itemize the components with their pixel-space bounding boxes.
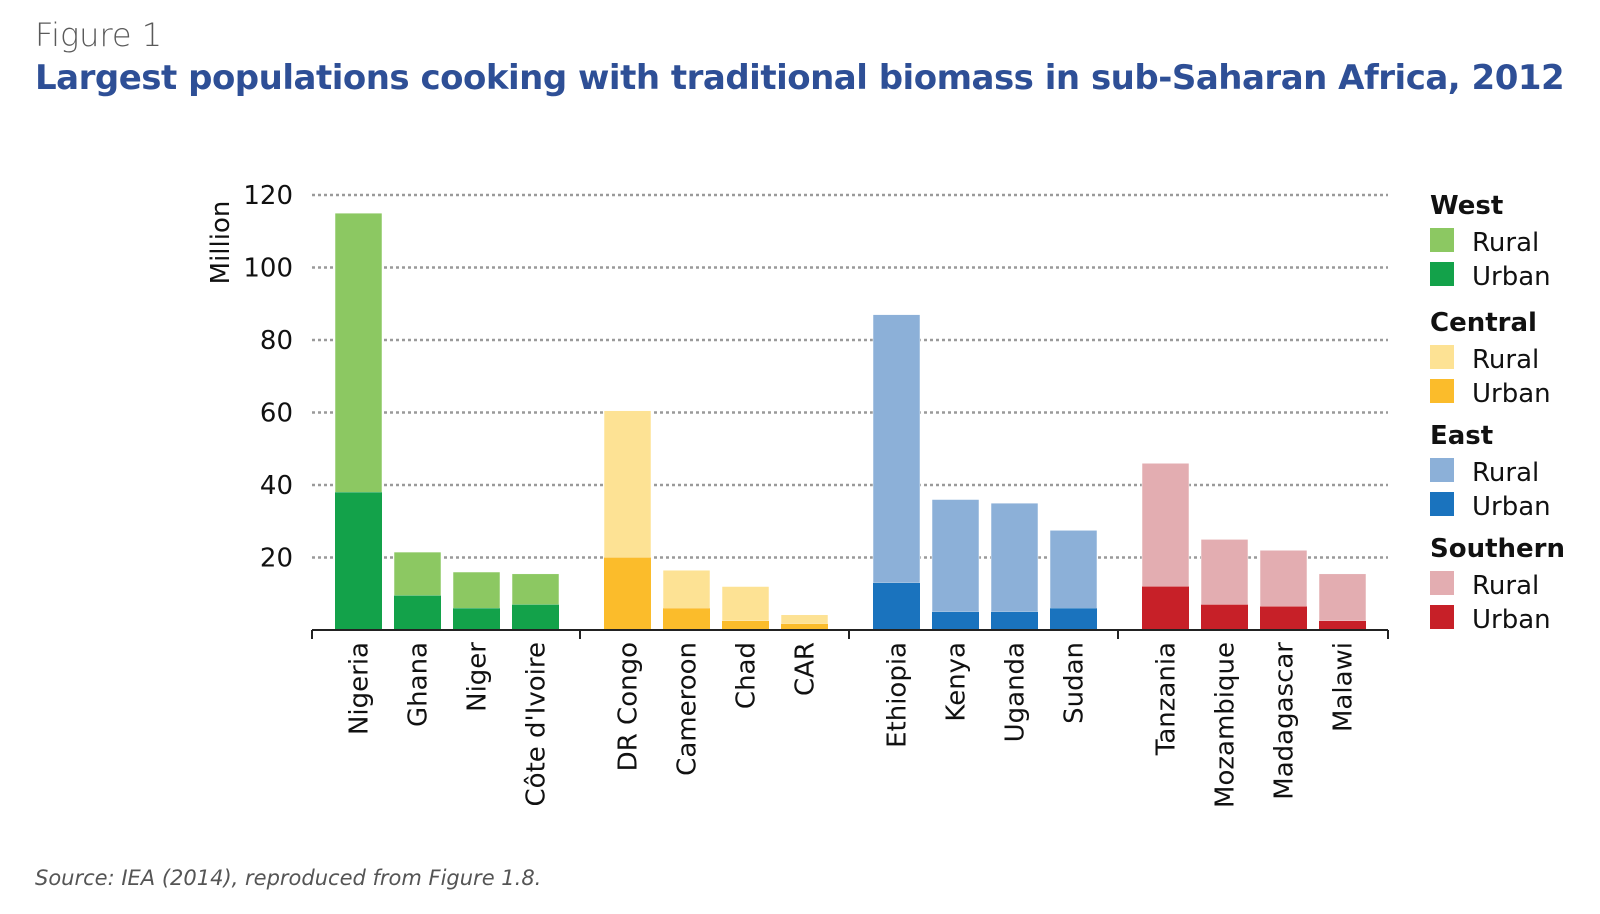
legend-group-title: Southern	[1430, 534, 1565, 564]
bar-rural	[1141, 463, 1190, 587]
y-tick-label: 20	[260, 544, 293, 574]
bar-urban	[932, 611, 979, 630]
bar-urban	[1050, 608, 1097, 630]
bar-rural	[393, 551, 442, 596]
legend-group-title: Central	[1430, 308, 1537, 338]
category-label: Kenya	[942, 642, 972, 722]
bar-urban	[1201, 604, 1248, 630]
category-label: Tanzania	[1152, 642, 1182, 756]
category-label: Nigeria	[345, 642, 375, 735]
bar-urban	[991, 611, 1038, 630]
legend-label-rural: Rural	[1472, 228, 1539, 258]
bar-urban	[1142, 586, 1189, 630]
legend-label-urban: Urban	[1472, 492, 1551, 522]
bar-rural	[334, 212, 383, 493]
bar-rural	[511, 573, 560, 605]
category-label: Ghana	[404, 642, 434, 727]
legend-label-rural: Rural	[1472, 571, 1539, 601]
bar-rural	[990, 502, 1039, 613]
legend-label-urban: Urban	[1472, 605, 1551, 635]
bar-urban	[512, 604, 559, 630]
legend-swatch-urban	[1430, 605, 1454, 629]
category-label: Côte d'Ivoire	[522, 642, 552, 806]
category-label: Niger	[463, 642, 493, 712]
bar-rural	[1049, 530, 1098, 609]
bar-urban	[873, 582, 920, 630]
y-tick-label: 100	[243, 254, 293, 284]
bar-urban	[1319, 620, 1366, 630]
category-label: DR Congo	[614, 642, 644, 771]
chart-title: Largest populations cooking with traditi…	[35, 58, 1565, 98]
bar-urban	[722, 620, 769, 630]
legend-swatch-rural	[1430, 345, 1454, 369]
bar-rural	[603, 410, 652, 558]
bar-rural	[931, 499, 980, 613]
legend-swatch-rural	[1430, 458, 1454, 482]
y-axis-label: Million	[206, 201, 236, 285]
category-label: Chad	[732, 642, 762, 709]
bar-rural	[1318, 573, 1367, 622]
bar-urban	[453, 608, 500, 630]
category-label: Madagascar	[1270, 642, 1300, 800]
bar-rural	[452, 571, 501, 609]
y-tick-label: 60	[260, 399, 293, 429]
legend-swatch-urban	[1430, 492, 1454, 516]
y-tick-label: 120	[243, 181, 293, 211]
legend-group-title: West	[1430, 191, 1503, 221]
bar-urban	[1260, 606, 1307, 630]
legend-label-rural: Rural	[1472, 345, 1539, 375]
bar-urban	[394, 595, 441, 630]
category-label: CAR	[791, 642, 821, 696]
legend-swatch-rural	[1430, 571, 1454, 595]
legend-label-urban: Urban	[1472, 262, 1551, 292]
source-note: Source: IEA (2014), reproduced from Figu…	[35, 866, 542, 890]
bar-urban	[663, 608, 710, 630]
bar-rural	[1200, 539, 1249, 605]
bar-rural	[872, 314, 921, 584]
bar-rural	[1259, 550, 1308, 607]
bar-urban	[781, 623, 828, 630]
legend-swatch-urban	[1430, 379, 1454, 403]
bar-rural	[780, 614, 829, 625]
legend-swatch-rural	[1430, 228, 1454, 252]
category-label: Mozambique	[1211, 642, 1241, 808]
figure-label: Figure 1	[35, 16, 163, 54]
y-tick-label: 80	[260, 326, 293, 356]
bar-urban	[335, 492, 382, 630]
category-label: Cameroon	[673, 642, 703, 776]
bar-urban	[604, 557, 651, 630]
y-tick-label: 40	[260, 471, 293, 501]
bar-rural	[721, 586, 770, 622]
category-label: Uganda	[1001, 642, 1031, 742]
legend-group-title: East	[1430, 421, 1493, 451]
bar-rural	[662, 569, 711, 609]
legend-swatch-urban	[1430, 262, 1454, 286]
category-label: Ethiopia	[883, 642, 913, 748]
legend-label-rural: Rural	[1472, 458, 1539, 488]
category-label: Malawi	[1329, 642, 1359, 732]
category-label: Sudan	[1060, 642, 1090, 724]
legend-label-urban: Urban	[1472, 379, 1551, 409]
